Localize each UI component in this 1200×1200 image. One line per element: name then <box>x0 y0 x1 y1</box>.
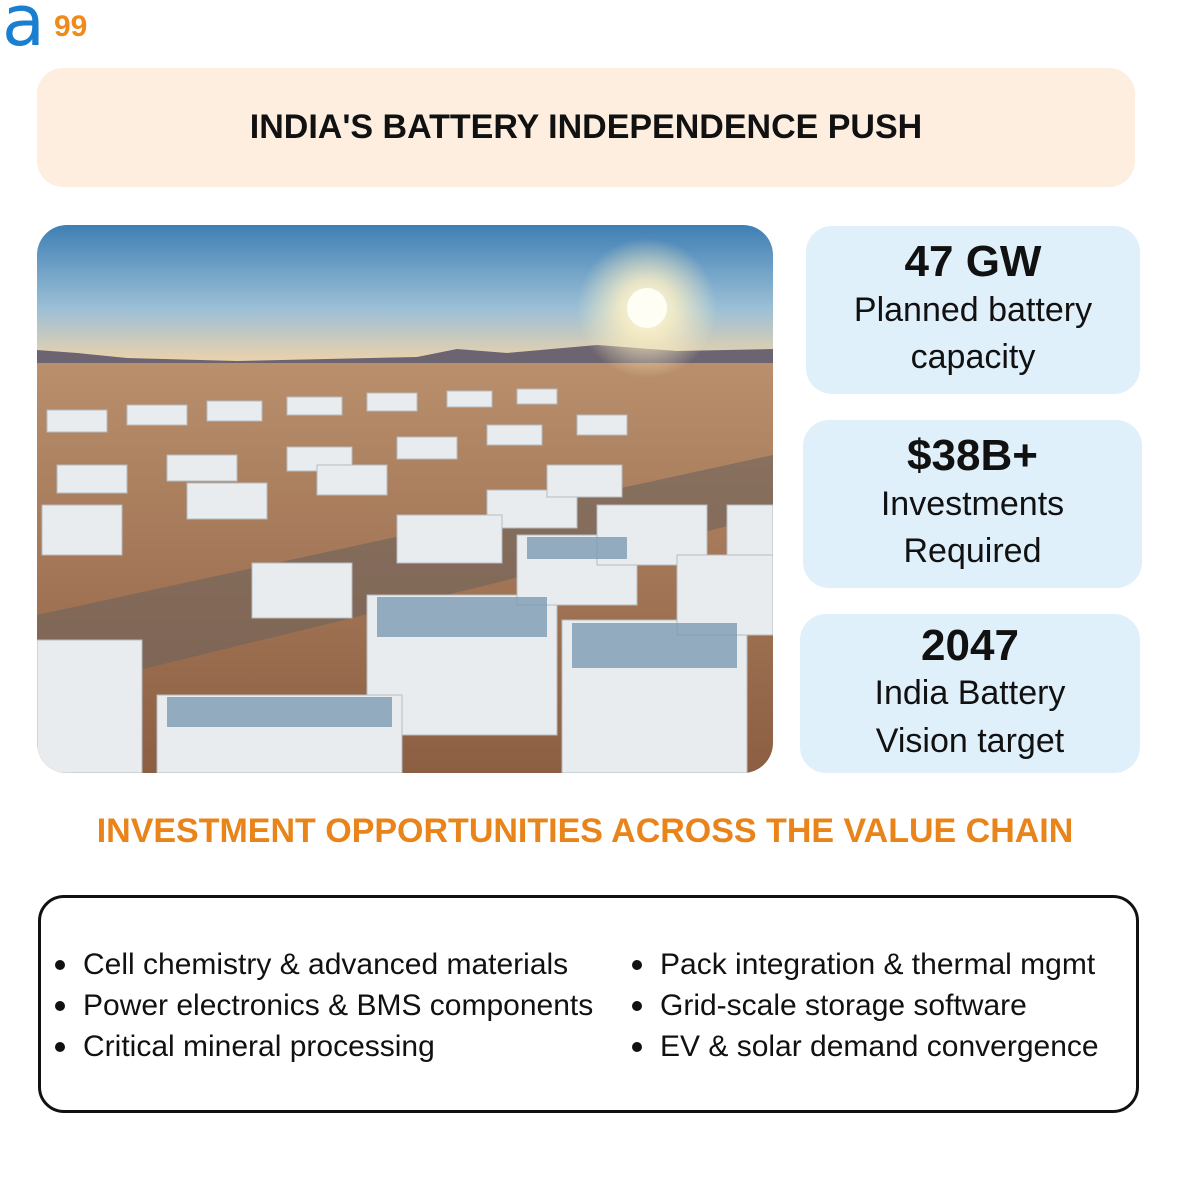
list-item: EV & solar demand convergence <box>632 1026 1099 1067</box>
title-banner: INDIA'S BATTERY INDEPENDENCE PUSH <box>37 68 1135 187</box>
list-item: Pack integration & thermal mgmt <box>631 944 1095 985</box>
stat-value: 47 GW <box>904 237 1042 287</box>
stat-label: Planned battery capacity <box>853 290 1093 377</box>
stat-label: India Battery Vision target <box>874 674 1066 760</box>
section-heading: INVESTMENT OPPORTUNITIES ACROSS THE VALU… <box>96 812 1074 850</box>
stat-card: 2047 India Battery Vision target <box>800 614 1140 773</box>
list-item: Grid-scale storage software <box>632 985 1027 1026</box>
stat-label: Investments Required <box>880 484 1065 571</box>
logo-mark: a <box>2 0 45 62</box>
logo-number: 99 <box>54 10 88 43</box>
opportunities-box <box>38 895 1139 1113</box>
list-item: Critical mineral processing <box>55 1026 435 1067</box>
stat-value: 2047 <box>921 620 1019 670</box>
title: INDIA'S BATTERY INDEPENDENCE PUSH <box>249 108 923 146</box>
stat-value: $38B+ <box>907 431 1038 481</box>
list-item: Cell chemistry & advanced materials <box>54 944 568 985</box>
photo <box>37 225 773 773</box>
stat-card: $38B+ Investments Required <box>803 420 1142 588</box>
battery-farm-image <box>37 225 773 773</box>
list-item: Power electronics & BMS components <box>54 985 593 1026</box>
stat-card: 47 GW Planned battery capacity <box>806 226 1140 394</box>
